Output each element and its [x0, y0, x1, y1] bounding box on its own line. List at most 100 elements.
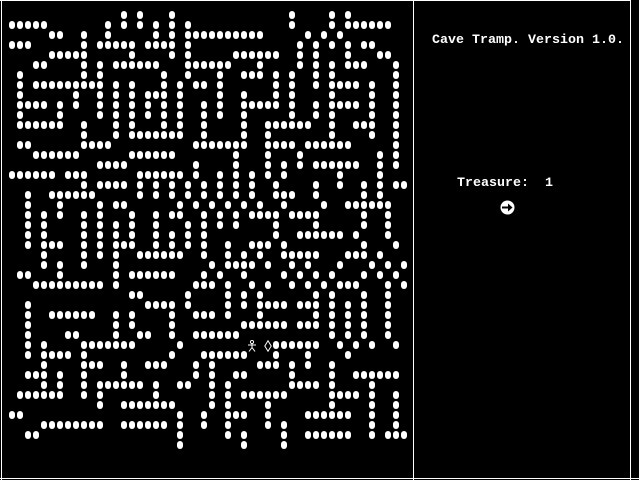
wall-dot [33, 81, 39, 89]
wall-dot [169, 11, 175, 19]
wall-dot [305, 301, 311, 309]
wall-dot [249, 191, 255, 199]
wall-dot [201, 421, 207, 429]
wall-dot [137, 171, 143, 179]
wall-dot [145, 361, 151, 369]
wall-dot [233, 161, 239, 169]
wall-dot [377, 251, 383, 259]
wall-dot [353, 341, 359, 349]
wall-dot [169, 251, 175, 259]
wall-dot [241, 121, 247, 129]
wall-dot [361, 211, 367, 219]
wall-dot [201, 121, 207, 129]
wall-dot [153, 301, 159, 309]
wall-dot [305, 381, 311, 389]
wall-dot [161, 101, 167, 109]
wall-dot [217, 81, 223, 89]
wall-dot [201, 331, 207, 339]
wall-dot [137, 401, 143, 409]
wall-dot [257, 251, 263, 259]
wall-dot [289, 341, 295, 349]
wall-dot [401, 431, 407, 439]
wall-dot [17, 271, 23, 279]
wall-dot [233, 331, 239, 339]
wall-dot [49, 151, 55, 159]
wall-dot [377, 21, 383, 29]
wall-dot [353, 281, 359, 289]
wall-dot [241, 111, 247, 119]
wall-dot [361, 291, 367, 299]
wall-dot [337, 261, 343, 269]
wall-dot [353, 81, 359, 89]
wall-dot [137, 381, 143, 389]
wall-dot [241, 71, 247, 79]
wall-dot [113, 221, 119, 229]
wall-dot [129, 311, 135, 319]
wall-dot [225, 421, 231, 429]
wall-dot [265, 421, 271, 429]
wall-dot [81, 261, 87, 269]
wall-dot [233, 411, 239, 419]
wall-dot [105, 341, 111, 349]
wall-dot [393, 71, 399, 79]
wall-dot [97, 81, 103, 89]
wall-dot [25, 101, 31, 109]
wall-dot [305, 361, 311, 369]
wall-dot [241, 271, 247, 279]
wall-dot [57, 151, 63, 159]
wall-dot [177, 431, 183, 439]
wall-dot [329, 431, 335, 439]
wall-dot [217, 31, 223, 39]
wall-dot [201, 101, 207, 109]
wall-dot [185, 191, 191, 199]
wall-dot [241, 301, 247, 309]
wall-dot [49, 31, 55, 39]
wall-dot [25, 121, 31, 129]
wall-dot [225, 351, 231, 359]
wall-dot [281, 171, 287, 179]
wall-dot [241, 391, 247, 399]
wall-dot [225, 381, 231, 389]
wall-dot [201, 241, 207, 249]
wall-dot [393, 271, 399, 279]
wall-dot [25, 351, 31, 359]
wall-dot [41, 261, 47, 269]
wall-dot [201, 251, 207, 259]
wall-dot [265, 241, 271, 249]
wall-dot [369, 111, 375, 119]
wall-dot [305, 341, 311, 349]
wall-dot [393, 121, 399, 129]
wall-dot [9, 171, 15, 179]
wall-dot [153, 391, 159, 399]
wall-dot [337, 391, 343, 399]
wall-dot [201, 111, 207, 119]
wall-dot [177, 131, 183, 139]
wall-dot [121, 61, 127, 69]
wall-dot [169, 191, 175, 199]
wall-dot [249, 181, 255, 189]
wall-dot [25, 241, 31, 249]
wall-dot [217, 271, 223, 279]
wall-dot [137, 131, 143, 139]
wall-dot [313, 301, 319, 309]
wall-dot [161, 111, 167, 119]
wall-dot [137, 421, 143, 429]
wall-dot [41, 361, 47, 369]
wall-dot [393, 131, 399, 139]
wall-dot [121, 381, 127, 389]
wall-dot [129, 121, 135, 129]
wall-dot [369, 431, 375, 439]
wall-dot [281, 271, 287, 279]
wall-dot [81, 391, 87, 399]
wall-dot [377, 171, 383, 179]
wall-dot [225, 401, 231, 409]
wall-dot [369, 421, 375, 429]
wall-dot [297, 51, 303, 59]
wall-dot [41, 421, 47, 429]
wall-dot [289, 261, 295, 269]
wall-dot [113, 381, 119, 389]
wall-dot [97, 221, 103, 229]
wall-dot [313, 51, 319, 59]
wall-dot [321, 141, 327, 149]
wall-dot [353, 101, 359, 109]
